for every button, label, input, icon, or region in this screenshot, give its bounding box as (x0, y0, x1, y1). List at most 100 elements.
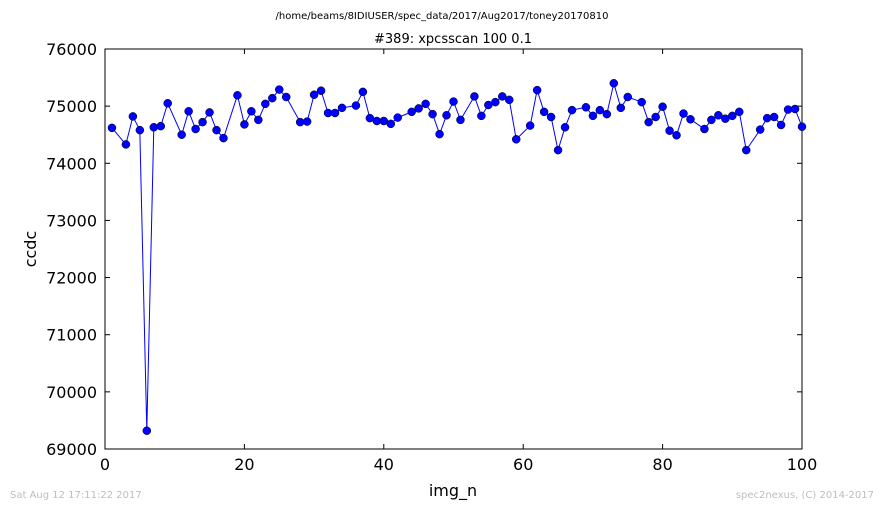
x-axis-label: img_n (429, 481, 477, 501)
data-point (302, 117, 312, 126)
y-tick-label: 74000 (46, 154, 97, 173)
y-tick-label: 75000 (46, 97, 97, 116)
y-tick-label: 72000 (46, 269, 97, 288)
data-point (741, 145, 751, 155)
data-point (498, 92, 507, 101)
data-point (330, 108, 340, 118)
data-point (275, 85, 284, 94)
data-point (700, 124, 709, 134)
data-point (686, 115, 695, 124)
x-tick-label: 20 (234, 455, 254, 474)
data-point (212, 125, 221, 135)
data-point (254, 115, 263, 125)
data-point (198, 117, 207, 127)
data-point (337, 103, 347, 113)
data-point (609, 79, 619, 88)
data-point (679, 109, 688, 118)
y-tick-label: 70000 (46, 383, 97, 402)
data-point (505, 95, 514, 105)
data-point (456, 115, 465, 125)
data-point (233, 91, 242, 100)
data-point (281, 92, 291, 102)
data-point (470, 92, 479, 101)
data-point (128, 112, 138, 121)
data-point (261, 99, 270, 109)
x-tick-label: 60 (513, 455, 533, 474)
data-point (644, 117, 653, 127)
data-point (546, 112, 556, 122)
x-tick-label: 100 (787, 455, 818, 474)
data-point (581, 103, 591, 112)
data-point (477, 111, 486, 121)
data-point (714, 111, 723, 120)
data-point (177, 130, 186, 139)
data-point (449, 97, 458, 106)
y-tick-label: 76000 (46, 40, 97, 59)
plot-area: 0 20 40 60 80 100 69000 70000 71000 72000 73000 740… (46, 40, 817, 474)
data-point (762, 113, 772, 123)
data-point (658, 102, 667, 111)
data-point (386, 119, 396, 129)
y-tick-label: 69000 (46, 440, 97, 459)
y-axis-label: ccdc (21, 231, 40, 268)
data-point (163, 99, 172, 108)
data-point (539, 107, 549, 117)
data-point (595, 105, 605, 115)
data-point (651, 112, 660, 122)
data-point (755, 125, 765, 134)
data-point (588, 111, 598, 121)
data-point (393, 113, 402, 122)
data-point (121, 140, 131, 149)
data-point (735, 107, 744, 117)
data-point (511, 135, 521, 144)
axes-frame (104, 48, 803, 450)
data-point (268, 93, 277, 103)
data-point (351, 101, 361, 110)
y-tick-label: 71000 (46, 326, 97, 345)
data-point (797, 122, 807, 131)
x-tick-label: 40 (374, 455, 394, 474)
data-point (616, 103, 626, 113)
data-point (790, 104, 800, 114)
data-point (358, 87, 368, 97)
data-point (316, 86, 326, 95)
data-point (435, 129, 444, 139)
data-point (191, 124, 200, 134)
data-point (532, 85, 542, 95)
data-point (728, 111, 737, 121)
data-point (637, 97, 646, 107)
y-tick-label: 73000 (46, 211, 97, 230)
data-point (776, 120, 786, 130)
data-point (525, 121, 535, 130)
data-point (428, 109, 437, 119)
data-point (623, 92, 632, 102)
data-point (414, 104, 423, 113)
data-point (672, 131, 681, 140)
data-point (553, 145, 563, 155)
data-point (184, 107, 193, 116)
figure-suptitle: /home/beams/8IDIUSER/spec_data/2017/Aug2… (276, 11, 609, 22)
data-point (602, 109, 612, 119)
data-point (149, 123, 159, 132)
footer-credit: spec2nexus, (C) 2014-2017 (736, 490, 874, 501)
data-point (567, 105, 577, 115)
data-point (491, 97, 500, 107)
data-point (142, 426, 152, 435)
data-point (442, 111, 451, 120)
data-point (421, 99, 430, 109)
data-point (107, 123, 117, 133)
data-point (219, 133, 228, 143)
data-point (560, 123, 570, 132)
data-point (205, 108, 214, 117)
data-point (309, 90, 319, 99)
data-point (769, 112, 779, 122)
series-line (111, 83, 803, 431)
chart-title: #389: xpcsscan 100 0.1 (374, 32, 532, 47)
data-point (407, 107, 416, 117)
data-point (135, 125, 145, 135)
data-point (665, 126, 674, 135)
data-point (156, 121, 166, 131)
data-point (707, 115, 716, 125)
footer-timestamp: Sat Aug 12 17:11:22 2017 (10, 490, 142, 501)
